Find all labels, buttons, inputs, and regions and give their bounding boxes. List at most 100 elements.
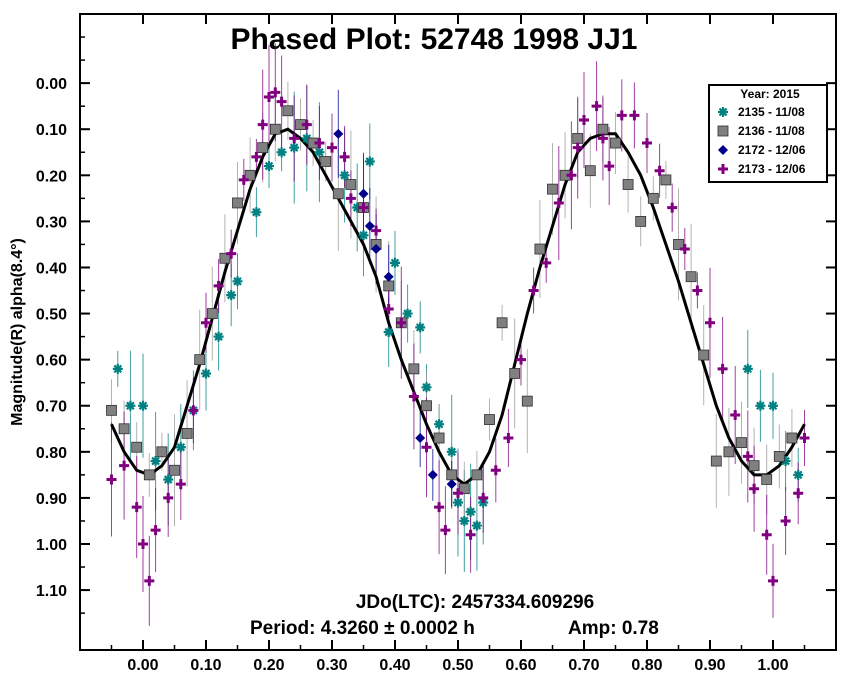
data-point xyxy=(390,257,400,268)
amplitude-annotation: Amp: 0.78 xyxy=(568,618,659,639)
data-point xyxy=(780,456,791,467)
data-point xyxy=(131,441,143,453)
data-point xyxy=(106,474,117,485)
data-point xyxy=(440,525,451,536)
data-point xyxy=(742,363,753,374)
data-point xyxy=(786,432,798,444)
y-tick-label: 1.00 xyxy=(36,537,67,554)
data-point xyxy=(138,400,148,411)
data-point xyxy=(685,271,697,283)
data-point xyxy=(667,202,678,213)
y-tick-label: 0.70 xyxy=(36,399,67,416)
y-tick-label: 0.10 xyxy=(36,122,67,139)
legend-label: 2173 - 12/06 xyxy=(738,162,806,176)
data-point xyxy=(264,161,274,172)
data-point xyxy=(232,276,243,287)
data-point xyxy=(446,469,458,481)
data-point xyxy=(465,506,476,517)
data-point xyxy=(434,419,445,430)
data-point xyxy=(421,400,432,412)
x-tick-label: 0.10 xyxy=(190,657,221,674)
data-point xyxy=(269,123,281,135)
data-point xyxy=(610,137,621,149)
data-point xyxy=(730,409,741,420)
data-point xyxy=(647,192,659,204)
data-point xyxy=(282,105,294,117)
data-point xyxy=(320,156,332,167)
y-tick-label: 0.80 xyxy=(36,445,67,462)
data-point xyxy=(332,188,344,200)
data-point xyxy=(118,423,130,435)
data-point xyxy=(761,529,772,540)
data-point xyxy=(748,460,760,472)
y-tick-label: 0.50 xyxy=(36,307,67,324)
data-point xyxy=(780,515,791,526)
legend-marker xyxy=(717,125,729,137)
period-annotation: Period: 4.3260 ± 0.0002 h xyxy=(250,618,475,639)
data-point xyxy=(484,414,495,425)
data-point xyxy=(471,469,483,481)
data-point xyxy=(327,142,337,153)
data-point xyxy=(459,515,470,526)
data-point xyxy=(150,525,161,536)
data-point xyxy=(144,575,155,586)
legend-items: 2135 - 11/08 2136 - 11/08 2172 - 12/06 2173… xyxy=(717,105,806,176)
data-point xyxy=(579,115,589,125)
data-point xyxy=(383,280,395,292)
data-point xyxy=(314,138,325,149)
data-point xyxy=(521,395,533,407)
x-tick-label: 0.70 xyxy=(568,657,599,674)
data-point xyxy=(213,280,224,291)
data-point xyxy=(257,142,269,154)
x-tick-label: 0.50 xyxy=(442,657,473,674)
data-point xyxy=(553,197,564,208)
y-tick-label: 0.90 xyxy=(36,491,67,508)
y-tick-label: 0.60 xyxy=(36,353,67,370)
data-point xyxy=(194,354,206,366)
data-point xyxy=(446,479,457,490)
data-point xyxy=(749,483,760,494)
data-point xyxy=(433,432,445,444)
y-tick-label: 1.10 xyxy=(36,583,67,600)
data-point xyxy=(415,433,426,443)
data-point xyxy=(408,391,419,402)
epoch-annotation: JDo(LTC): 2457334.609296 xyxy=(356,592,594,613)
x-tick-label: 0.60 xyxy=(505,657,536,674)
data-point xyxy=(541,257,552,268)
data-point xyxy=(755,400,766,411)
data-point xyxy=(352,202,363,213)
data-point xyxy=(566,170,577,181)
data-point xyxy=(181,427,193,439)
data-point xyxy=(251,151,262,162)
chart-legend: Year: 2015 2135 - 11/08 2136 - 11/08 2172 … xyxy=(708,84,828,183)
data-point xyxy=(156,446,168,458)
data-point xyxy=(717,363,728,374)
x-tick-label: 0.00 xyxy=(127,657,158,674)
data-point xyxy=(572,142,583,153)
data-point xyxy=(547,183,558,195)
data-point xyxy=(421,382,432,393)
data-point xyxy=(270,87,281,98)
data-point xyxy=(131,502,142,513)
plot-area: 0.00 0.10 0.20 0.30 0.40 0.50 0.60 0.70 0.80 0.90… xyxy=(36,13,837,674)
data-point xyxy=(257,119,268,130)
data-point xyxy=(339,151,350,162)
data-point xyxy=(415,322,426,333)
data-point xyxy=(427,469,438,480)
data-point xyxy=(201,317,211,328)
data-point xyxy=(333,128,344,139)
data-point xyxy=(213,331,224,342)
data-point xyxy=(226,248,237,259)
data-point xyxy=(383,303,394,314)
y-tick-label: 0.00 xyxy=(36,76,67,93)
legend-marker xyxy=(718,164,728,174)
data-point xyxy=(289,133,300,144)
data-point xyxy=(761,474,773,485)
data-point xyxy=(742,451,753,462)
data-point xyxy=(799,433,810,443)
data-point xyxy=(396,317,407,328)
data-point xyxy=(175,479,186,490)
x-tick-label: 0.80 xyxy=(631,657,662,674)
data-point xyxy=(371,244,382,255)
